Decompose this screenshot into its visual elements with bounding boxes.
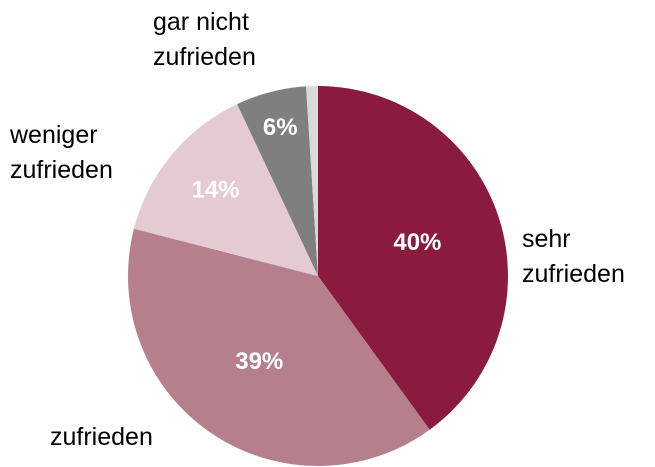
data-label: 40% [393, 229, 441, 256]
pie-slice [306, 86, 318, 276]
category-label: weniger zufrieden [9, 121, 113, 184]
category-label: zufrieden [50, 423, 153, 451]
pie-slice [318, 86, 509, 430]
pie-slice [237, 86, 318, 276]
category-label: gar nicht zufrieden [153, 8, 256, 71]
category-label: sehr zufrieden [522, 225, 625, 288]
data-label: 39% [235, 348, 283, 375]
data-label: 14% [191, 177, 239, 204]
data-label: 6% [263, 114, 298, 141]
pie-slice [127, 228, 430, 467]
pie-slice [133, 104, 318, 277]
